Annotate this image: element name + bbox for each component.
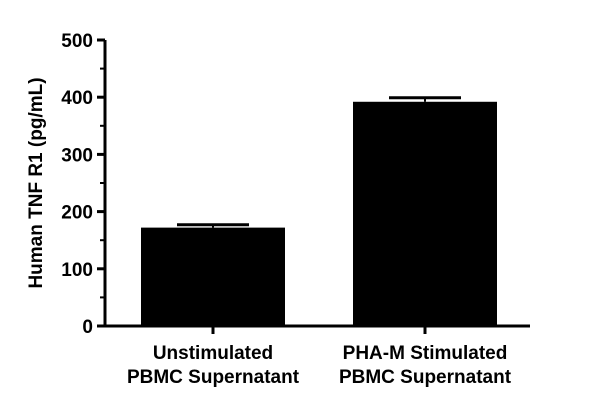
x-tick-label: PHA-M Stimulated [343,343,508,364]
bar [353,101,497,326]
x-tick-label: PBMC Supernatant [339,367,512,388]
y-tick-label: 300 [61,145,93,166]
y-tick-label: 400 [61,88,93,109]
x-tick-label: PBMC Supernatant [127,367,300,388]
y-tick-label: 100 [61,260,93,281]
bar [141,227,285,326]
x-axis: Unstimulated PBMC Supernatant PHA-M Stimul… [103,324,530,388]
y-axis: 0 100 200 300 400 500 [61,31,107,338]
y-tick-label: 200 [61,203,93,224]
y-axis-label: Human TNF R1 (pg/mL) [26,77,47,288]
bars [141,96,497,326]
x-tick-label: Unstimulated [153,343,273,364]
y-tick-label: 0 [82,317,93,338]
y-tick-label: 500 [61,31,93,52]
